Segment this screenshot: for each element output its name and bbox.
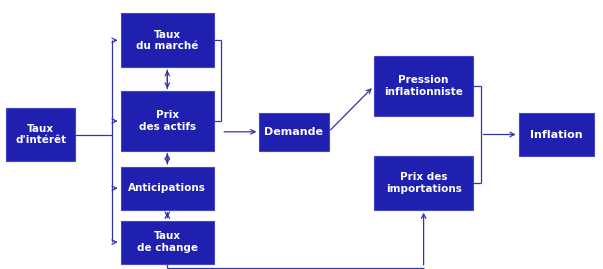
Text: Anticipations: Anticipations (128, 183, 206, 193)
FancyBboxPatch shape (121, 221, 214, 264)
FancyBboxPatch shape (121, 91, 214, 151)
FancyBboxPatch shape (121, 13, 214, 67)
FancyBboxPatch shape (6, 108, 75, 161)
FancyBboxPatch shape (374, 56, 473, 116)
FancyBboxPatch shape (374, 156, 473, 210)
Text: Pression
inflationniste: Pression inflationniste (384, 75, 463, 97)
Text: Taux
de change: Taux de change (137, 231, 198, 253)
Text: Prix
des actifs: Prix des actifs (139, 110, 196, 132)
FancyBboxPatch shape (519, 113, 594, 156)
FancyBboxPatch shape (259, 113, 329, 151)
Text: Inflation: Inflation (530, 129, 582, 140)
Text: Prix des
importations: Prix des importations (386, 172, 461, 194)
Text: Demande: Demande (265, 127, 323, 137)
FancyBboxPatch shape (121, 167, 214, 210)
Text: Taux
d'intérêt: Taux d'intérêt (15, 124, 66, 145)
Text: Taux
du marché: Taux du marché (136, 30, 198, 51)
